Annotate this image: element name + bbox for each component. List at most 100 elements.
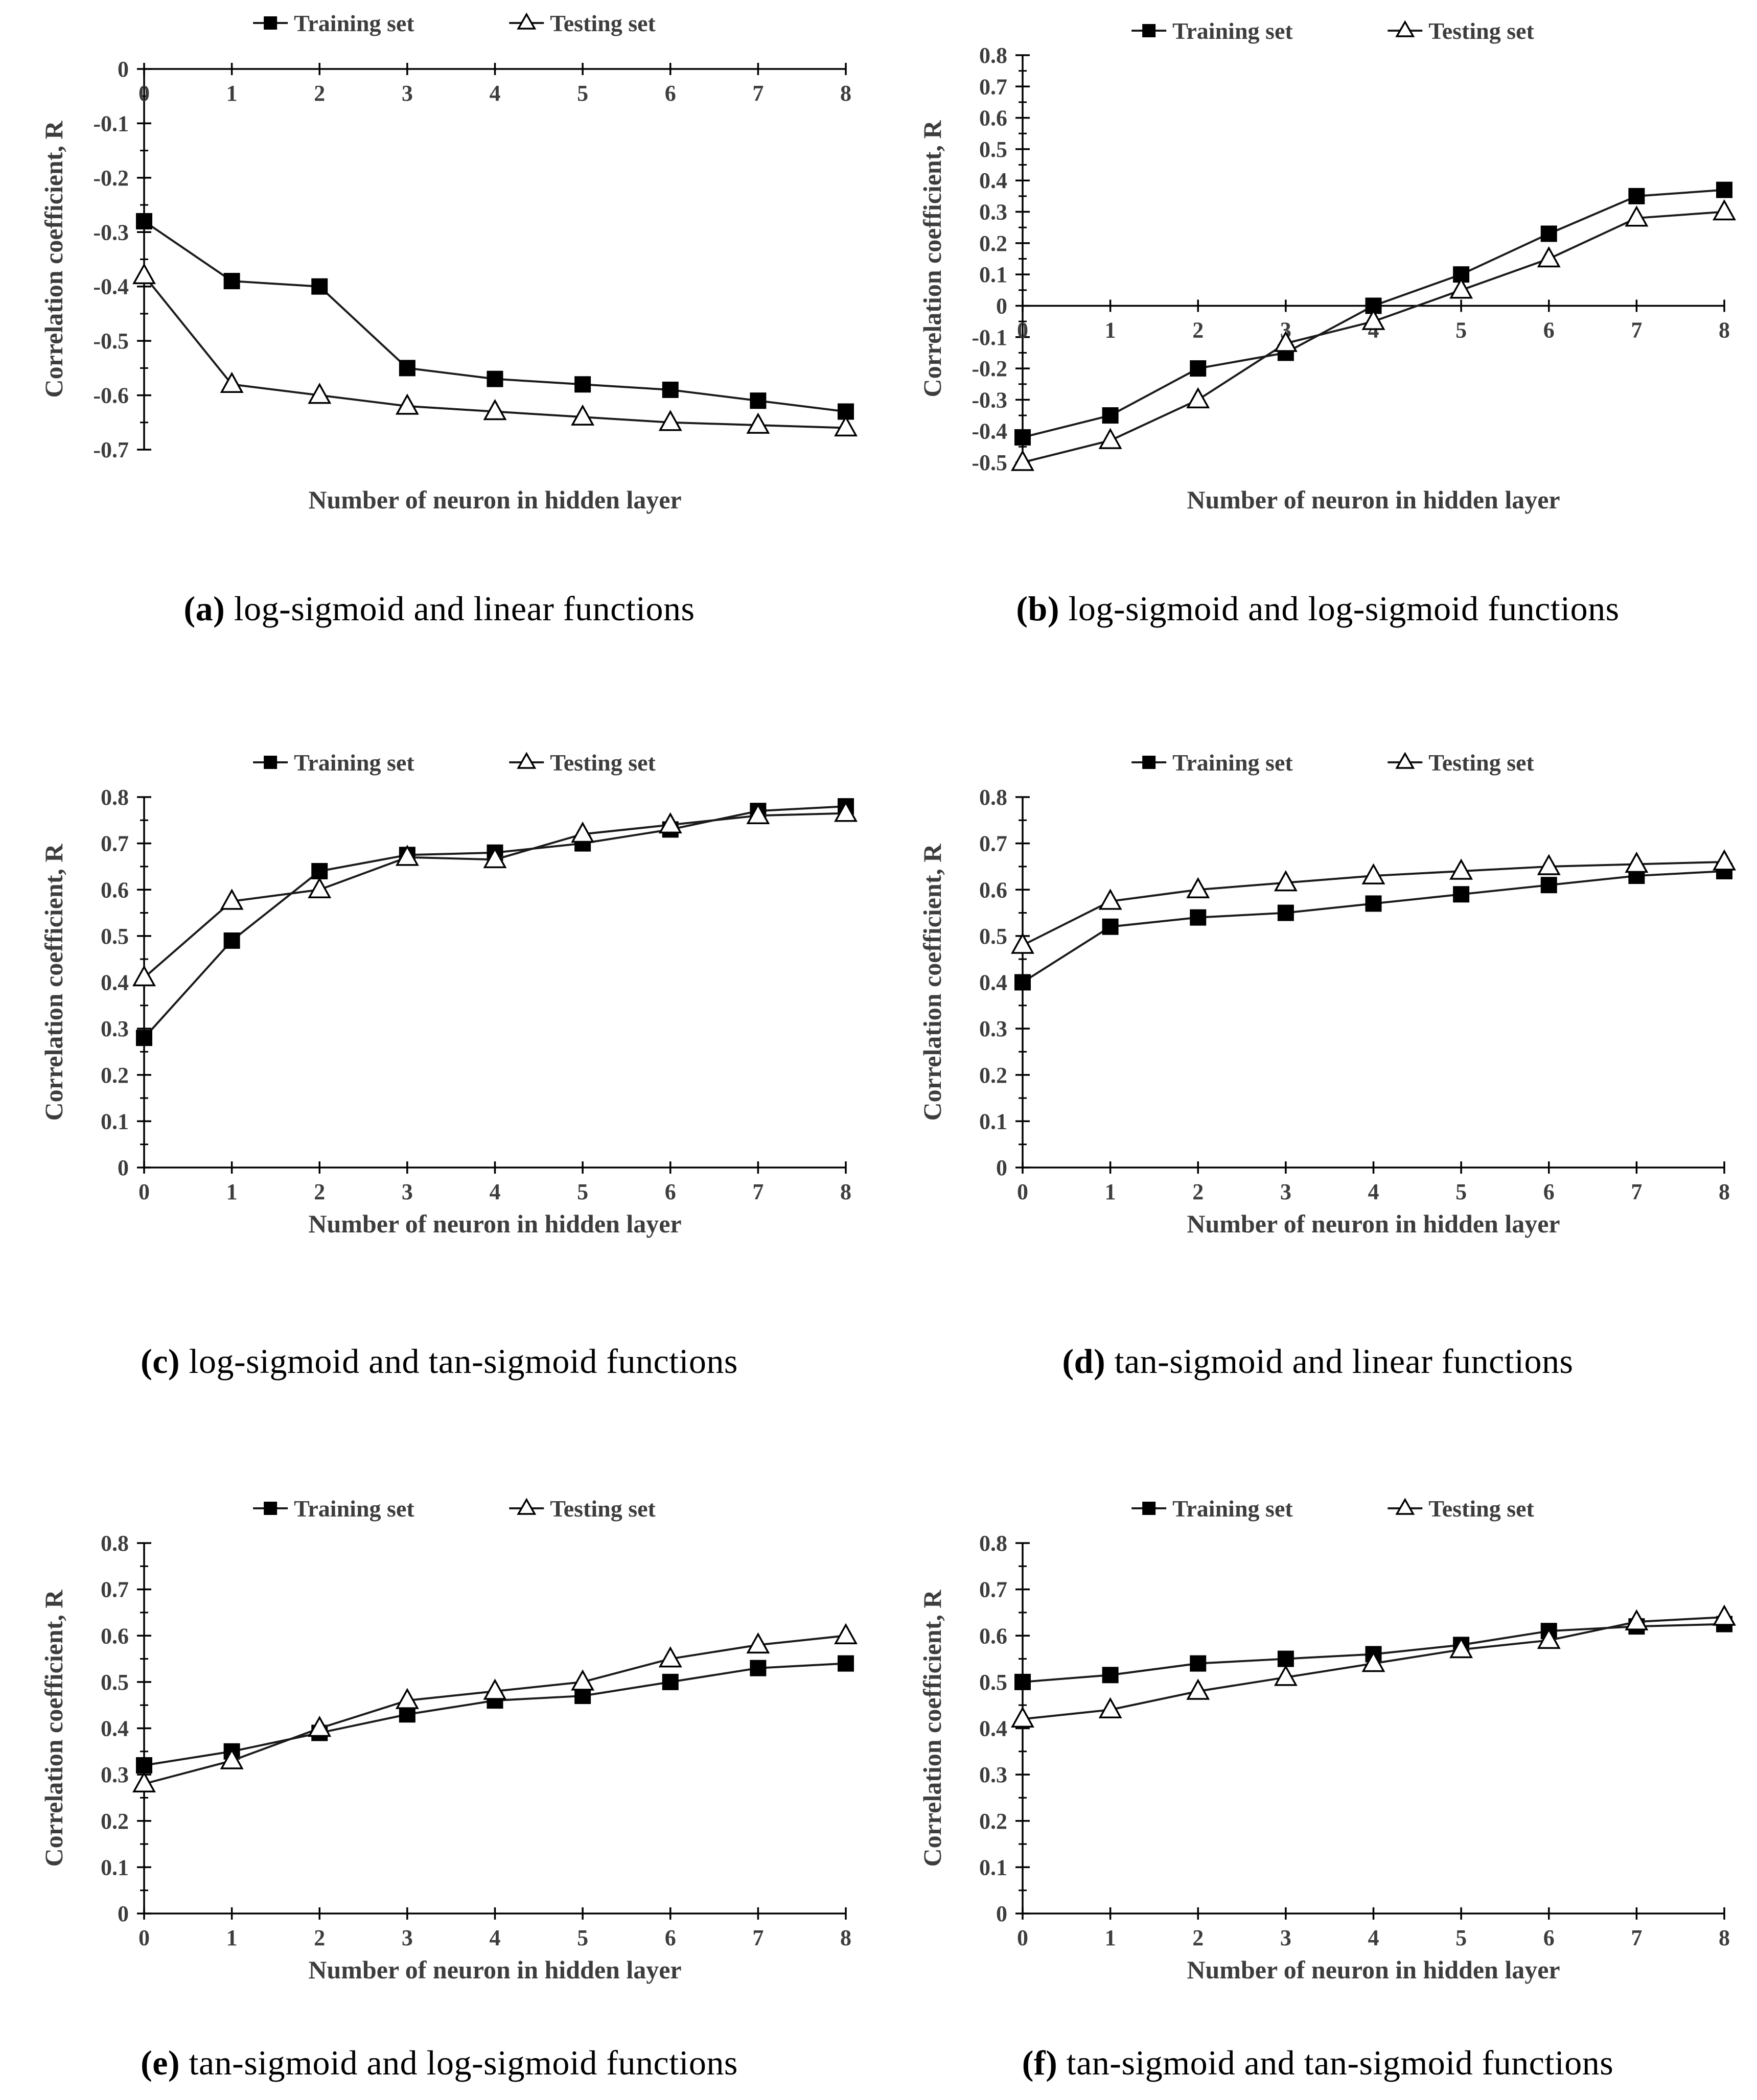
x-tick-label: 2: [1192, 1179, 1204, 1204]
x-tick-label: 8: [840, 1925, 851, 1950]
x-axis-title: Number of neuron in hidden layer: [308, 1955, 681, 1984]
y-tick-label: 0: [118, 57, 129, 82]
x-axis: 0 1 2 3 4 5 6 7 8: [138, 1907, 851, 1950]
testing-triangle-icon: [1395, 1498, 1415, 1515]
x-tick-label: 3: [401, 1179, 412, 1204]
y-tick-label: 0.6: [979, 106, 1007, 131]
y-tick-label: 0.1: [979, 262, 1007, 287]
testing-point-marker: [1010, 450, 1034, 471]
training-point-marker: [1014, 1673, 1031, 1690]
testing-point-marker: [1537, 1627, 1561, 1649]
x-tick-label: 2: [314, 1925, 325, 1950]
x-tick-label: 5: [1455, 1925, 1467, 1950]
testing-point-marker: [307, 877, 331, 898]
caption-row-2: (c) log-sigmoid and tan-sigmoid function…: [0, 1267, 1757, 1461]
training-point-marker: [1277, 1650, 1294, 1667]
testing-point-marker: [1361, 863, 1385, 884]
y-tick-label: 0.6: [101, 877, 129, 902]
testing-point-marker: [1010, 1706, 1034, 1728]
x-axis-title: Number of neuron in hidden layer: [308, 485, 681, 514]
chart-a-canvas: 0 -0.1 -0.2 -0.3 -0.4 -0.5 -0.6 -0.7 0 1 2 3 4 5 6 7 8 Co…: [39, 10, 858, 514]
x-tick-label: 2: [314, 81, 325, 106]
legend: Training set Testing set: [1131, 18, 1534, 44]
chart-d: 0.8 0.7 0.6 0.5 0.4 0.3 0.2 0.1 0 0 1 2 3 4 5 6 7 8 Correl…: [878, 715, 1757, 1267]
chart-a: 0 -0.1 -0.2 -0.3 -0.4 -0.5 -0.6 -0.7 0 1 2 3 4 5 6 7 8 Co…: [0, 0, 878, 531]
y-tick-label: 0.3: [101, 1016, 129, 1041]
legend-item-training: Training set: [252, 1496, 414, 1522]
testing-series: [132, 1623, 858, 1792]
x-tick-label: 1: [1104, 1925, 1116, 1950]
y-tick-label: 0.7: [979, 74, 1007, 99]
testing-point-marker: [834, 415, 858, 437]
testing-point-marker: [132, 263, 156, 285]
testing-point-marker: [1712, 1604, 1736, 1626]
testing-point-marker: [1010, 932, 1034, 954]
training-point-marker: [1540, 877, 1557, 894]
caption-c: (c) log-sigmoid and tan-sigmoid function…: [0, 1341, 878, 1461]
caption-a-text: log-sigmoid and linear functions: [234, 589, 695, 628]
training-point-marker: [1716, 181, 1732, 198]
legend-item-testing: Testing set: [1387, 1496, 1534, 1522]
testing-point-marker: [307, 382, 331, 404]
x-tick-label: 5: [1455, 1179, 1467, 1204]
y-tick-label: 0.8: [101, 785, 129, 810]
testing-point-marker: [483, 847, 506, 869]
chart-c: 0.8 0.7 0.6 0.5 0.4 0.3 0.2 0.1 0 0 1 2 3 4 5 6 7 8 Correl…: [0, 715, 878, 1267]
legend-label: Training set: [294, 10, 414, 36]
caption-b-text: log-sigmoid and log-sigmoid functions: [1068, 589, 1620, 628]
x-tick-label: 7: [1631, 317, 1642, 342]
caption-row-3: (e) tan-sigmoid and log-sigmoid function…: [0, 2013, 1757, 2100]
y-tick-label: 0.2: [979, 1809, 1007, 1834]
caption-e-label: (e): [141, 2043, 180, 2082]
testing-point-marker: [1098, 1697, 1122, 1718]
x-tick-label: 6: [664, 81, 676, 106]
x-tick-label: 6: [664, 1925, 676, 1950]
y-axis: 0.8 0.7 0.6 0.5 0.4 0.3 0.2 0.1 0: [101, 785, 151, 1180]
training-series: [135, 798, 854, 1046]
chart-b-canvas: 0.8 0.7 0.6 0.5 0.4 0.3 0.2 0.1 0 -0.1 -0.2 -0.3 -0.…: [918, 18, 1736, 514]
training-series: [135, 213, 854, 420]
y-axis-title: Correlation coefficient, R: [39, 844, 68, 1121]
y-tick-label: 0.4: [101, 1716, 129, 1741]
x-tick-label: 0: [1017, 1179, 1028, 1204]
testing-point-marker: [658, 410, 682, 431]
x-tick-label: 0: [1017, 1925, 1028, 1950]
training-point-marker: [135, 1757, 152, 1774]
y-tick-label: 0.2: [101, 1809, 129, 1834]
y-tick-label: 0.7: [101, 1577, 129, 1602]
legend-item-training: Training set: [252, 10, 414, 36]
y-tick-label: 0.6: [101, 1623, 129, 1648]
x-tick-label: 7: [752, 81, 764, 106]
chart-c-canvas: 0.8 0.7 0.6 0.5 0.4 0.3 0.2 0.1 00 1 2 3 4 5 6 7 8 Correl…: [39, 750, 858, 1238]
testing-triangle-icon: [516, 12, 536, 30]
y-tick-label: -0.1: [972, 325, 1007, 350]
y-tick-label: 0.5: [979, 924, 1007, 949]
x-tick-label: 5: [577, 1925, 588, 1950]
x-axis-title: Number of neuron in hidden layer: [1187, 1209, 1560, 1238]
caption-f: (f) tan-sigmoid and tan-sigmoid function…: [878, 2043, 1757, 2100]
testing-triangle-icon: [516, 752, 536, 769]
testing-point-marker: [1624, 851, 1648, 873]
x-tick-label: 5: [1455, 317, 1467, 342]
x-tick-label: 1: [226, 81, 237, 106]
training-point-marker: [1189, 909, 1206, 926]
testing-point-marker: [132, 1771, 156, 1792]
testing-point-marker: [220, 889, 244, 910]
testing-point-marker: [570, 404, 594, 426]
x-tick-label: 7: [752, 1179, 764, 1204]
y-tick-label: 0.6: [979, 877, 1007, 902]
testing-point-marker: [1274, 1665, 1298, 1686]
testing-point-marker: [658, 812, 682, 834]
y-tick-label: -0.7: [93, 437, 129, 462]
x-axis: 0 1 2 3 4 5 6 7 8: [1017, 1907, 1730, 1950]
y-tick-label: 0.4: [101, 970, 129, 995]
legend-item-training: Training set: [1131, 750, 1293, 776]
y-tick-label: 0.7: [979, 1577, 1007, 1602]
testing-point-marker: [483, 399, 506, 421]
legend-item-training: Training set: [1131, 1496, 1293, 1522]
y-tick-label: 0.3: [101, 1762, 129, 1787]
x-axis-title: Number of neuron in hidden layer: [1187, 1955, 1560, 1984]
y-tick-label: 0.5: [101, 1670, 129, 1695]
training-point-marker: [311, 863, 328, 879]
